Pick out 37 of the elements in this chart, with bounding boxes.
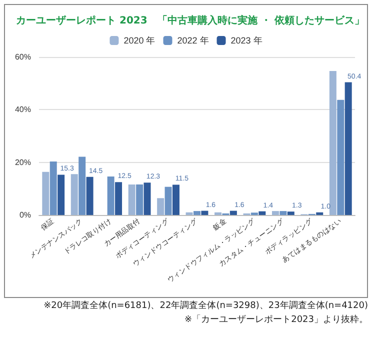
bar bbox=[172, 184, 180, 215]
bar bbox=[164, 186, 172, 215]
bar bbox=[157, 198, 164, 215]
bar bbox=[214, 212, 222, 215]
bar bbox=[337, 100, 344, 215]
bar bbox=[144, 182, 151, 215]
bar bbox=[280, 211, 287, 215]
y-tick-label: 60% bbox=[14, 52, 31, 62]
bar bbox=[42, 172, 50, 215]
chart-title: カーユーザーレポート 2023 「中古車購入時に実施 ・ 依頼したサービス」 bbox=[16, 14, 364, 26]
bar bbox=[78, 156, 86, 215]
text: ※「カーユーザーレポート2023」より抜粋。 bbox=[184, 314, 368, 327]
bar bbox=[194, 211, 200, 215]
bar bbox=[230, 210, 237, 215]
legend-label: 2022 年 bbox=[177, 36, 209, 46]
bar bbox=[107, 176, 114, 215]
bar bbox=[344, 82, 352, 215]
bar bbox=[287, 212, 294, 215]
bar bbox=[115, 182, 122, 215]
bar bbox=[186, 212, 193, 215]
bar bbox=[316, 212, 324, 215]
bar bbox=[272, 211, 279, 215]
bar bbox=[258, 211, 266, 215]
legend-label: 2020 年 bbox=[124, 36, 156, 46]
bar bbox=[70, 174, 78, 215]
legend-label: 2023 年 bbox=[230, 36, 262, 46]
y-tick-label: 20% bbox=[14, 158, 31, 167]
bar bbox=[58, 174, 65, 215]
bar bbox=[136, 184, 144, 215]
bar bbox=[86, 176, 94, 215]
text: ※20年調査全体(n=6181)、22年調査全体(n=3298)、23年調査全体(n=4120) bbox=[42, 300, 368, 313]
y-tick-label: 0% bbox=[19, 210, 31, 220]
bar bbox=[50, 162, 57, 215]
bar bbox=[201, 210, 208, 215]
y-tick-label: 40% bbox=[14, 105, 31, 114]
bar bbox=[329, 70, 336, 215]
bar bbox=[128, 184, 136, 215]
